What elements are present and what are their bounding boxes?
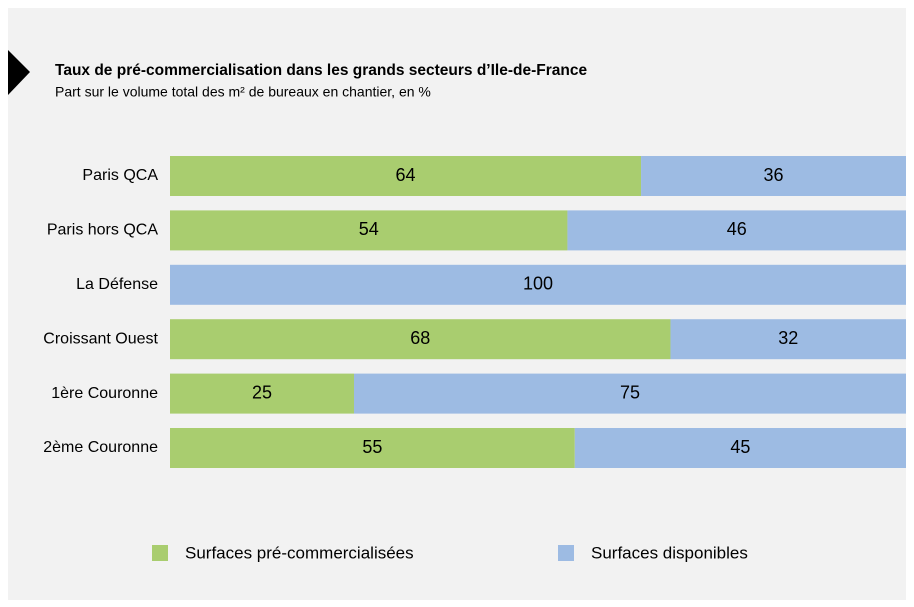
legend-label: Surfaces pré-commercialisées [185, 543, 414, 562]
legend-label: Surfaces disponibles [591, 543, 748, 562]
y-tick-label: Paris hors QCA [47, 222, 158, 239]
bar-segment [354, 373, 906, 414]
bar-segment [170, 319, 671, 360]
legend-swatch [152, 545, 168, 561]
value-label: 32 [778, 328, 798, 348]
y-tick-label: Paris QCA [82, 167, 158, 184]
y-tick-label: 2ème Couronne [43, 439, 158, 456]
bar-segment [670, 319, 906, 360]
value-label: 100 [523, 274, 553, 294]
y-tick-label: Croissant Ouest [43, 330, 158, 347]
value-label: 25 [252, 382, 272, 402]
legend-swatch [558, 545, 574, 561]
bar-segment [574, 428, 906, 468]
value-label: 54 [359, 219, 379, 239]
y-tick-label: La Défense [76, 276, 158, 293]
bar-segment [170, 156, 642, 196]
bar-segment [170, 373, 354, 414]
value-label: 64 [396, 165, 416, 185]
chart-subtitle: Part sur le volume total des m² de burea… [55, 84, 431, 100]
value-label: 68 [410, 328, 430, 348]
bar-segment [170, 428, 575, 468]
y-tick-label: 1ère Couronne [51, 385, 158, 402]
bar-segment [567, 210, 906, 251]
bar-segment [170, 210, 568, 251]
value-label: 36 [764, 165, 784, 185]
value-label: 45 [730, 437, 750, 457]
bar-segment [641, 156, 906, 196]
marker [8, 50, 30, 95]
chart-title: Taux de pré-commercialisation dans les g… [55, 62, 587, 79]
value-label: 55 [362, 437, 382, 457]
bar-segment [170, 264, 906, 305]
value-label: 46 [727, 219, 747, 239]
value-label: 75 [620, 382, 640, 402]
